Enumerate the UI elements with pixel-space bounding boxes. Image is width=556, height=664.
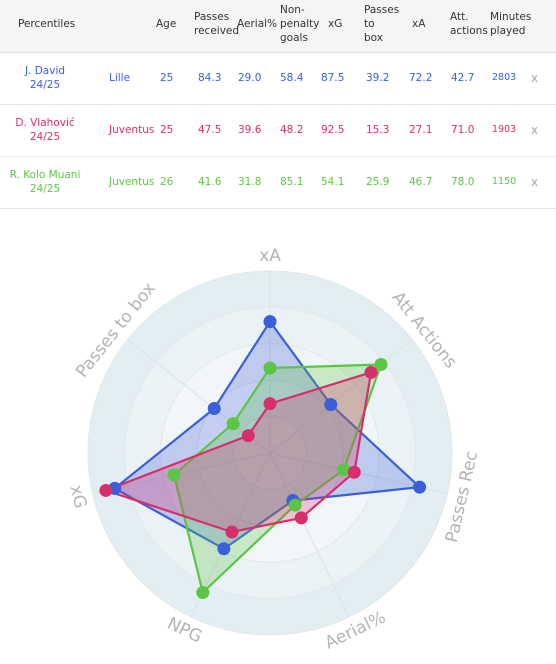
table-row[interactable]: R. Kolo Muani 24/25 Juventus 26 41.6 31.8 85.… (0, 157, 556, 209)
header-passes-received[interactable]: Passes received (194, 11, 240, 37)
cell-passes-to-box: 25.9 (366, 176, 390, 188)
cell-passes-received: 47.5 (198, 124, 222, 136)
series-point (263, 315, 277, 329)
cell-player[interactable]: D. Vlahović 24/25 (15, 117, 75, 143)
header-minutes[interactable]: Minutes played (490, 11, 532, 37)
cell-att-actions: 71.0 (451, 124, 475, 136)
series-point (217, 542, 231, 556)
cell-team: Lille (109, 72, 131, 84)
series-point (263, 397, 277, 411)
cell-passes-to-box: 39.2 (366, 72, 390, 84)
series-point (207, 402, 221, 416)
header-aerial[interactable]: Aerial% (237, 18, 278, 30)
series-point (288, 498, 302, 512)
cell-npg: 85.1 (280, 176, 304, 188)
cell-age: 25 (160, 124, 174, 136)
series-point (374, 357, 388, 371)
header-att-actions[interactable]: Att. actions (450, 11, 488, 37)
cell-minutes: 1150 (492, 176, 517, 187)
series-point (99, 483, 113, 497)
cell-att-actions: 42.7 (451, 72, 475, 84)
axis-label-xg: xG (66, 483, 91, 510)
series-area (113, 320, 421, 550)
cell-xg: 92.5 (321, 124, 345, 136)
radar-spoke (269, 339, 413, 454)
header-percentiles[interactable]: Percentiles (18, 18, 76, 30)
series-point (196, 586, 210, 600)
header-age[interactable]: Age (156, 18, 177, 30)
header-npg[interactable]: Non- penalty goals (280, 4, 320, 44)
cell-passes-received: 41.6 (198, 176, 222, 188)
axis-label-xa: xA (259, 246, 281, 266)
series-point (226, 417, 240, 431)
cell-xg: 54.1 (321, 176, 345, 188)
series-point (241, 429, 255, 443)
comparison-table: Percentiles Age Passes received Aerial% … (0, 0, 556, 209)
series-point (413, 480, 427, 494)
cell-passes-received: 84.3 (198, 72, 222, 84)
cell-passes-to-box: 15.3 (366, 124, 390, 136)
remove-player-button[interactable]: x (531, 71, 539, 85)
header-xg[interactable]: xG (328, 18, 343, 30)
series-area (172, 363, 383, 594)
cell-npg: 48.2 (280, 124, 304, 136)
table-row[interactable]: D. Vlahović 24/25 Juventus 25 47.5 39.6 48.2 9… (0, 105, 556, 157)
cell-age: 25 (160, 72, 174, 84)
series-point (263, 361, 277, 375)
series-point (337, 463, 351, 477)
series-point (167, 468, 181, 482)
cell-att-actions: 78.0 (451, 176, 475, 188)
table-header: Percentiles Age Passes received Aerial% … (0, 0, 556, 53)
cell-team: Juventus (109, 176, 155, 188)
cell-aerial: 39.6 (238, 124, 262, 136)
cell-aerial: 29.0 (238, 72, 262, 84)
remove-player-button[interactable]: x (531, 175, 539, 189)
series-point (347, 465, 361, 479)
radar-spoke (269, 452, 350, 618)
cell-player[interactable]: R. Kolo Muani 24/25 (9, 169, 81, 195)
cell-xa: 27.1 (409, 124, 433, 136)
cell-minutes: 2803 (492, 72, 517, 83)
cell-xg: 87.5 (321, 72, 345, 84)
series-point (364, 365, 378, 379)
series-point (225, 525, 239, 539)
header-xa[interactable]: xA (412, 18, 426, 30)
cell-minutes: 1903 (492, 124, 517, 135)
cell-xa: 46.7 (409, 176, 433, 188)
table-row[interactable]: J. David 24/25 Lille 25 84.3 29.0 58.4 87.5 39.… (0, 53, 556, 105)
cell-team: Juventus (109, 124, 155, 136)
cell-npg: 58.4 (280, 72, 304, 84)
cell-age: 26 (160, 176, 174, 188)
cell-aerial: 31.8 (238, 176, 262, 188)
series-area (104, 371, 373, 534)
cell-xa: 72.2 (409, 72, 433, 84)
remove-player-button[interactable]: x (531, 123, 539, 137)
series-point (294, 511, 308, 525)
header-passes-to-box[interactable]: Passes to box (364, 4, 400, 44)
series-point (324, 398, 338, 412)
radar-spoke (92, 452, 271, 494)
cell-player[interactable]: J. David 24/25 (24, 65, 66, 91)
